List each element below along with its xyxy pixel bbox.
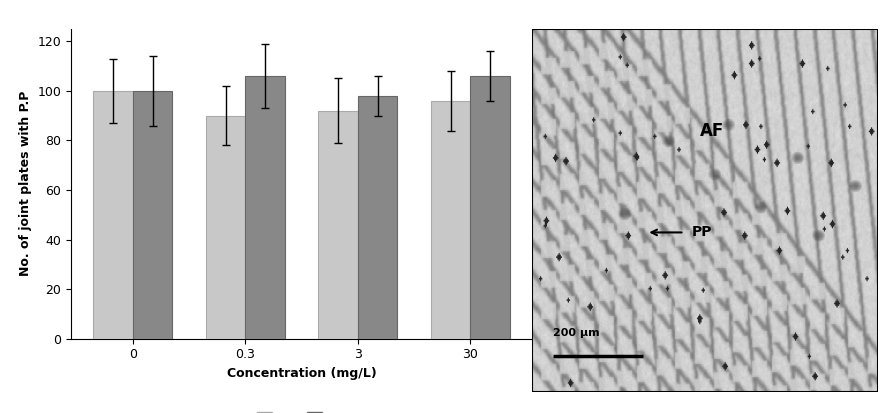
Text: 200 μm: 200 μm	[552, 328, 599, 338]
Text: AF: AF	[699, 122, 723, 140]
Bar	[93, 91, 133, 339]
Bar	[133, 91, 172, 339]
Y-axis label: No. of joint plates with P.P: No. of joint plates with P.P	[19, 91, 32, 276]
Bar	[318, 111, 357, 339]
Text: PP: PP	[690, 225, 711, 240]
Legend: F1, F2: F1, F2	[252, 407, 351, 413]
Bar	[470, 76, 509, 339]
Bar	[245, 76, 284, 339]
Bar	[431, 101, 470, 339]
Bar	[206, 116, 245, 339]
X-axis label: Concentration (mg/L): Concentration (mg/L)	[227, 367, 376, 380]
Bar	[357, 96, 397, 339]
